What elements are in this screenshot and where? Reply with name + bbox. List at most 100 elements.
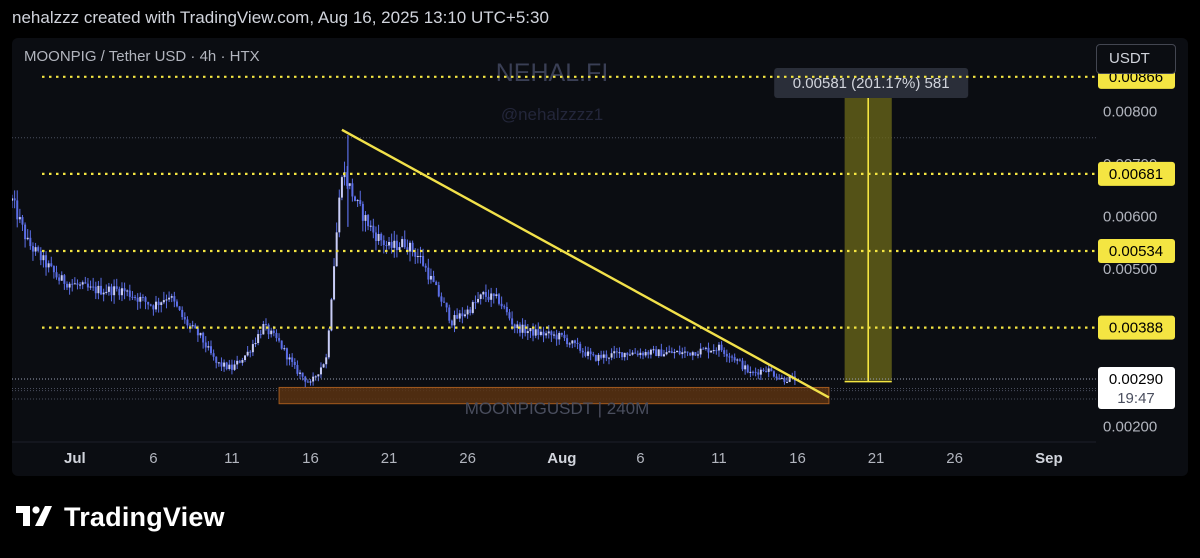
candle-body xyxy=(155,301,158,310)
candle-body xyxy=(613,351,616,354)
currency-selector[interactable]: USDT xyxy=(1096,44,1176,74)
candle-body xyxy=(189,325,192,327)
candle-body xyxy=(553,334,555,336)
candle-body xyxy=(762,369,765,371)
candle-body xyxy=(13,198,16,201)
tradingview-logo: TradingView xyxy=(16,500,225,534)
candle-body xyxy=(508,312,511,319)
candle-body xyxy=(369,225,372,227)
price-tick-label: 0.00800 xyxy=(1103,103,1157,120)
candle-body xyxy=(427,267,430,280)
candle-body xyxy=(136,297,139,302)
candle-body xyxy=(382,240,385,246)
candle-body xyxy=(291,357,294,362)
candle-body xyxy=(424,265,427,268)
candle-body xyxy=(12,198,13,201)
candle-body xyxy=(238,360,241,363)
candle-body xyxy=(772,371,775,377)
candle-body xyxy=(251,344,254,353)
candle-body xyxy=(175,301,178,307)
price-tick-label: 0.00200 xyxy=(1103,418,1157,435)
candle-body xyxy=(79,284,82,286)
projection-label: 0.00581 (201.17%) 581 xyxy=(793,75,950,92)
candle-body xyxy=(52,266,55,273)
candle-body xyxy=(157,301,160,305)
watermark-title: NEHAL.FI xyxy=(496,59,609,87)
candle-body xyxy=(128,290,131,297)
candle-body xyxy=(81,282,84,285)
candle-body xyxy=(100,285,103,295)
candle-body xyxy=(479,294,482,299)
chart-attribution-header: nehalzzz created with TradingView.com, A… xyxy=(12,8,549,27)
candle-body xyxy=(97,285,100,294)
candle-body xyxy=(120,288,123,296)
time-tick-label: 6 xyxy=(636,450,644,467)
level-badge-label: 0.00534 xyxy=(1109,243,1163,260)
candle-body xyxy=(545,333,548,336)
symbol-legend[interactable]: MOONPIG / Tether USD · 4h · HTX xyxy=(24,48,260,65)
last-price-label: 0.00290 xyxy=(1109,371,1163,388)
candle-body xyxy=(217,362,220,364)
candle-body xyxy=(312,376,315,382)
level-badge-label: 0.00388 xyxy=(1109,320,1163,337)
candle-body xyxy=(411,242,414,253)
candle-body xyxy=(453,315,456,326)
chart-pane[interactable]: 0.00581 (201.17%) 581 NEHAL.FI @nehalzzz… xyxy=(12,38,1188,476)
candle-body xyxy=(618,352,621,354)
candle-body xyxy=(333,266,336,300)
gridlines xyxy=(12,137,1096,400)
candle-body xyxy=(390,241,393,248)
time-tick-label: Sep xyxy=(1035,450,1063,467)
candle-body xyxy=(26,237,29,240)
level-lines-layer xyxy=(12,75,1096,380)
pane-symbol-label: MOONPIGUSDT | 240M xyxy=(465,399,650,418)
candle-body xyxy=(778,378,781,380)
candle-body xyxy=(775,376,778,379)
candle-body xyxy=(183,317,186,320)
candle-body xyxy=(18,217,21,220)
candle-body xyxy=(463,314,466,317)
descending-trendline xyxy=(341,128,830,399)
candle-body xyxy=(469,309,472,313)
candle-body xyxy=(644,352,647,356)
time-tick-label: 21 xyxy=(868,450,885,467)
candle-body xyxy=(532,328,535,336)
candle-body xyxy=(649,349,652,355)
candle-body xyxy=(283,348,286,350)
projection-label-box xyxy=(774,68,969,98)
candle-body xyxy=(733,357,736,361)
candle-body xyxy=(196,328,199,336)
level-badge-label: 0.00681 xyxy=(1109,166,1163,183)
candle-body xyxy=(437,285,440,297)
candle-body xyxy=(144,297,147,302)
candle-body xyxy=(92,286,95,288)
candle-body xyxy=(264,324,267,326)
candle-body xyxy=(749,371,752,373)
candle-body xyxy=(731,356,734,358)
candle-body xyxy=(377,233,380,242)
candle-body xyxy=(558,332,561,340)
price-axis[interactable]: 0.009000.008000.007000.006000.005000.002… xyxy=(1098,51,1175,435)
candle-body xyxy=(393,240,396,248)
level-badge xyxy=(1098,161,1175,186)
candle-body xyxy=(388,241,391,246)
candle-body xyxy=(47,263,50,268)
candle-body xyxy=(317,374,320,377)
candle-body xyxy=(50,263,53,267)
time-axis[interactable]: Jul 6 11 16 21 26 Aug 6 11 16 21 26 Sep xyxy=(12,441,1096,467)
candle-body xyxy=(526,331,529,334)
candle-body xyxy=(191,325,194,327)
candle-body xyxy=(786,381,789,383)
candle-body xyxy=(374,232,377,242)
candle-body xyxy=(31,246,34,252)
price-chart[interactable]: 0.00581 (201.17%) 581 NEHAL.FI @nehalzzz… xyxy=(12,38,1188,476)
time-tick-label: 26 xyxy=(946,450,963,467)
candle-body xyxy=(521,324,524,333)
candle-body xyxy=(330,299,333,331)
candle-body xyxy=(270,330,273,335)
candle-body xyxy=(212,353,215,357)
candle-body xyxy=(304,376,307,382)
candle-body xyxy=(484,292,487,297)
candle-body xyxy=(605,354,608,359)
candle-body xyxy=(584,352,587,356)
